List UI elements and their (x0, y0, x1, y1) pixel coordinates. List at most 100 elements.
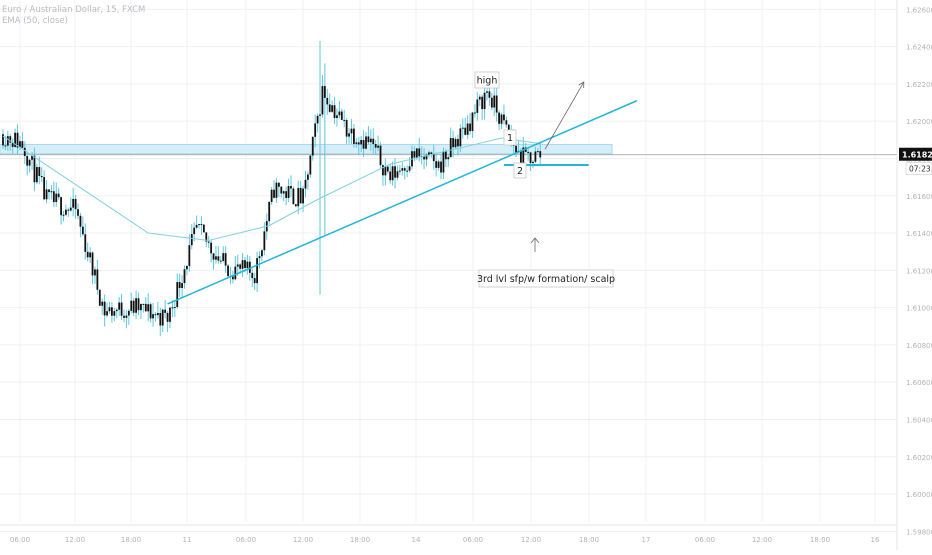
candle-body (415, 148, 418, 158)
rising-trendline (167, 99, 638, 305)
candle-body (452, 138, 455, 148)
candle-body (81, 226, 84, 235)
candle-body (464, 127, 467, 135)
candle-body (251, 272, 254, 279)
candle-body (132, 300, 135, 313)
time-tick-label: 12:00 (752, 536, 772, 544)
candles (2, 41, 542, 337)
candle-body (408, 166, 411, 171)
candle-body (48, 189, 50, 193)
candle-body (396, 171, 399, 178)
candle-body (369, 138, 372, 143)
candle-body (195, 224, 198, 228)
candle-body (96, 269, 99, 290)
candle-body (353, 128, 355, 144)
candle-body (268, 201, 271, 222)
candle-body (248, 261, 251, 273)
price-tick-label: 1.62000 (906, 118, 932, 126)
candle-body (244, 260, 246, 269)
countdown-text: 07:23 (909, 165, 931, 174)
candle-body (60, 197, 62, 216)
candle-body (86, 251, 89, 258)
candle-body (372, 138, 375, 144)
price-axis: 1.626001.624001.622001.620001.618001.616… (896, 0, 932, 550)
candle-body (9, 136, 12, 143)
candle-body (256, 258, 258, 284)
candle-body (309, 155, 312, 175)
candle-body (355, 142, 358, 144)
candle-body (498, 112, 500, 124)
candle-body (348, 133, 350, 137)
candle-body (486, 91, 488, 93)
candle-body (394, 166, 396, 178)
candle-body (483, 92, 486, 110)
candle-body (23, 147, 26, 157)
candle-body (115, 309, 118, 312)
candle-body (55, 193, 58, 203)
candle-body (144, 303, 147, 312)
candle-body (377, 145, 379, 148)
candle-body (285, 191, 288, 198)
candle-body (205, 232, 208, 242)
candle-body (290, 186, 292, 189)
candle-body (241, 260, 244, 269)
candle-body (263, 231, 266, 251)
price-tick-label: 1.60600 (906, 379, 932, 387)
time-tick-label: 16 (871, 536, 880, 544)
candle-body (16, 132, 19, 148)
annotation-note-text: 3rd lvl sfp/w formation/ scalp (477, 274, 615, 285)
candle-body (67, 209, 70, 211)
candle-body (173, 306, 176, 308)
candle-body (149, 304, 152, 319)
candle-body (14, 132, 16, 147)
candle-body (461, 127, 464, 129)
candle-body (403, 168, 406, 171)
resistance-zone (0, 143, 613, 155)
candle-body (442, 151, 445, 173)
candle-body (447, 157, 450, 160)
candle-body (31, 155, 33, 160)
candle-body (219, 260, 222, 262)
candle-body (280, 186, 283, 194)
time-tick-label: 12:00 (65, 536, 85, 544)
candle-body (311, 136, 314, 156)
annotation-note: 3rd lvl sfp/w formation/ scalp (477, 269, 615, 288)
candle-body (336, 115, 338, 119)
candle-body (476, 99, 479, 113)
candle-body (273, 189, 275, 198)
candle-body (120, 302, 123, 316)
candle-body (210, 242, 213, 254)
candle-body (350, 128, 353, 134)
candle-body (98, 289, 101, 306)
candle-body (529, 152, 532, 164)
time-tick-label: 06:00 (463, 536, 483, 544)
candle-body (474, 112, 476, 114)
price-tick-label: 1.59800 (906, 528, 932, 536)
candle-body (362, 140, 365, 149)
pointer-arrow-head (530, 237, 540, 244)
candle-body (374, 143, 377, 148)
candle-body (490, 97, 493, 108)
candle-body (440, 161, 442, 173)
candle-body (200, 224, 203, 226)
price-tick-label: 1.61000 (906, 305, 932, 313)
candle-body (343, 119, 346, 121)
candle-body (21, 141, 24, 148)
candle-body (193, 227, 196, 235)
candle-body (57, 193, 60, 198)
candle-body (137, 298, 140, 311)
ema-line (2, 135, 541, 242)
candle-body (224, 253, 227, 266)
candle-body (140, 303, 142, 311)
indicator-title: EMA (50, close) (2, 16, 68, 26)
candle-body (227, 265, 229, 277)
candle-body (166, 312, 169, 322)
candle-body (294, 204, 297, 207)
candle-body (207, 241, 210, 243)
candle-body (302, 188, 304, 204)
candle-body (534, 151, 537, 162)
candle-body (171, 307, 174, 309)
candle-body (188, 245, 191, 266)
